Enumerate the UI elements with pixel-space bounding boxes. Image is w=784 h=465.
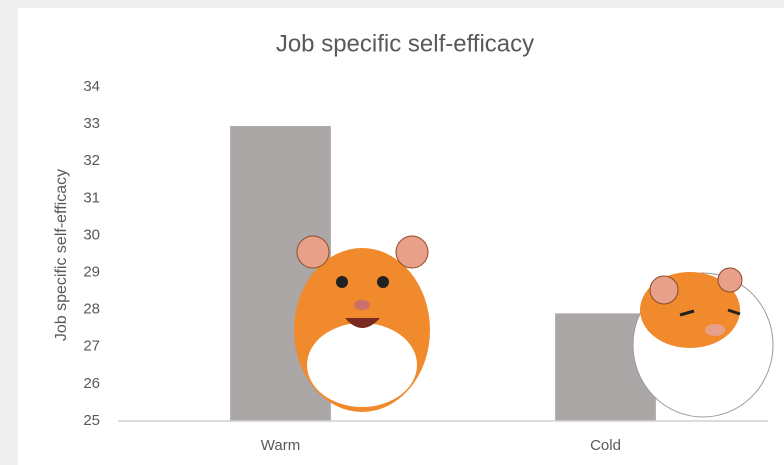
y-tick-label: 27 (83, 338, 100, 355)
y-tick-label: 32 (83, 152, 100, 169)
y-tick-label: 31 (83, 189, 100, 206)
hamster-illustration (294, 235, 430, 412)
y-axis-label: Job specific self-efficacy (53, 169, 70, 341)
y-tick-label: 26 (83, 375, 100, 392)
y-tick-label: 25 (83, 412, 100, 429)
x-tick-label: Cold (590, 437, 621, 454)
chart-title: Job specific self-efficacy (276, 30, 534, 57)
y-tick-label: 34 (83, 78, 100, 95)
y-tick-label: 30 (83, 226, 100, 243)
y-tick-label: 29 (83, 264, 100, 281)
y-tick-label: 28 (83, 301, 100, 318)
hamster-illustration (632, 267, 774, 418)
y-tick-label: 33 (83, 115, 100, 132)
x-tick-label: Warm (261, 437, 300, 454)
